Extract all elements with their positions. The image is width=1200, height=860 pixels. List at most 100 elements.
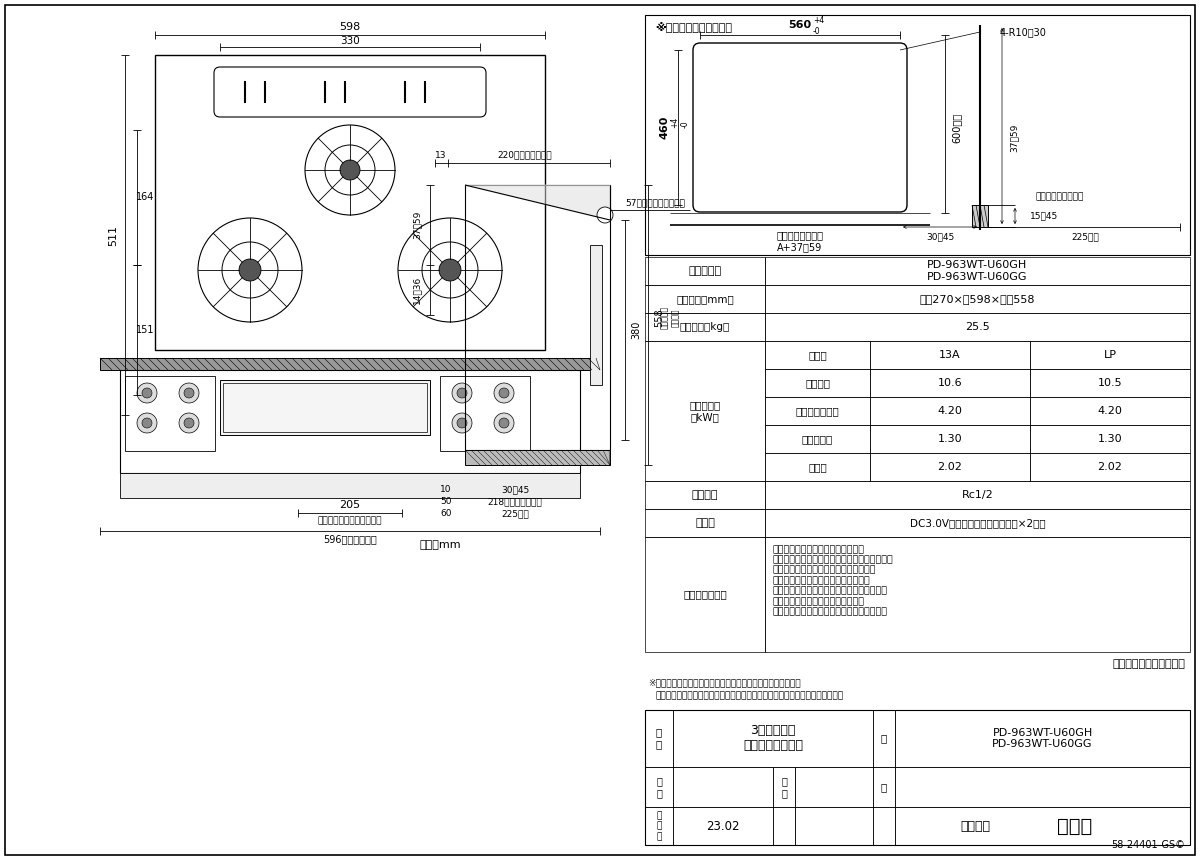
Bar <box>440 376 530 451</box>
Bar <box>466 450 610 465</box>
Text: 全点火時: 全点火時 <box>805 378 830 388</box>
Text: 型: 型 <box>881 734 887 743</box>
Bar <box>220 380 430 435</box>
Circle shape <box>499 418 509 428</box>
Bar <box>870 453 1030 481</box>
Bar <box>874 767 895 808</box>
Bar <box>646 285 766 313</box>
Bar <box>870 369 1030 397</box>
Bar <box>466 185 610 450</box>
Circle shape <box>184 388 194 398</box>
Bar <box>646 509 766 537</box>
Bar <box>646 15 1190 255</box>
Text: 30～45: 30～45 <box>500 486 529 494</box>
Text: 式: 式 <box>881 782 887 792</box>
Bar <box>796 767 874 808</box>
Text: Rc1/2: Rc1/2 <box>961 490 994 500</box>
Bar <box>646 481 766 509</box>
Text: +4
-0: +4 -0 <box>670 117 689 128</box>
Bar <box>673 808 773 845</box>
Text: 1.30: 1.30 <box>937 434 962 444</box>
Bar <box>673 767 773 808</box>
Text: 23.02: 23.02 <box>707 820 739 832</box>
Bar <box>870 341 1030 369</box>
Text: 更
新
日: 更 新 日 <box>656 811 661 841</box>
Circle shape <box>598 207 613 223</box>
Text: 2.02: 2.02 <box>1098 462 1122 472</box>
Circle shape <box>179 413 199 433</box>
Polygon shape <box>466 185 610 220</box>
Text: 598: 598 <box>340 22 361 32</box>
Circle shape <box>239 259 262 281</box>
Text: 380: 380 <box>631 321 641 339</box>
Text: ガス消費量
（kW）: ガス消費量 （kW） <box>689 400 721 421</box>
Text: 1.30: 1.30 <box>1098 434 1122 444</box>
Bar <box>766 397 870 425</box>
Bar <box>766 341 870 369</box>
Text: 安心・安全機能: 安心・安全機能 <box>683 589 727 599</box>
Text: 205: 205 <box>340 500 360 510</box>
Text: 立消え安全装置、消し忘れ消火機能
調理油過熱防止装置（天ぷら油過熱防止機能）
焦げつき消火機能、グリル過熱防止機能
異常過熱防止機能（早切れ防止機能）
火力切り: 立消え安全装置、消し忘れ消火機能 調理油過熱防止装置（天ぷら油過熱防止機能） 焦… <box>773 545 894 617</box>
Text: 3ログリル付
ビルトインコンロ: 3ログリル付 ビルトインコンロ <box>743 724 803 752</box>
Bar <box>646 710 673 767</box>
Bar <box>646 257 766 285</box>
Circle shape <box>137 383 157 403</box>
Bar <box>125 376 215 451</box>
Circle shape <box>340 160 360 180</box>
Text: 30～45: 30～45 <box>926 232 954 242</box>
Bar <box>646 710 1190 845</box>
Bar <box>1030 369 1190 397</box>
Text: 電　源: 電 源 <box>695 518 715 528</box>
Text: 37～59: 37～59 <box>1009 123 1019 151</box>
Circle shape <box>439 259 461 281</box>
Circle shape <box>452 413 472 433</box>
Text: 511: 511 <box>108 224 118 245</box>
Bar <box>646 808 673 845</box>
Bar <box>874 710 895 767</box>
Text: 50: 50 <box>440 497 451 507</box>
Text: 13: 13 <box>436 150 446 159</box>
Text: 質　量　（kg）: 質 量 （kg） <box>680 322 730 332</box>
Bar <box>590 245 602 385</box>
Bar <box>1030 341 1190 369</box>
Text: 218（グリル取手）: 218（グリル取手） <box>487 497 542 507</box>
Bar <box>100 358 600 370</box>
Text: （ガス下方
接続口）: （ガス下方 接続口） <box>660 306 679 329</box>
Circle shape <box>452 383 472 403</box>
Text: 151: 151 <box>136 325 155 335</box>
Bar <box>773 767 796 808</box>
Bar <box>766 285 1190 313</box>
Text: A+37～59: A+37～59 <box>778 242 823 252</box>
Text: 10: 10 <box>440 486 451 494</box>
Bar <box>155 55 545 350</box>
Text: 外形寸法（mm）: 外形寸法（mm） <box>676 294 734 304</box>
Circle shape <box>494 383 514 403</box>
Bar <box>766 453 870 481</box>
Text: 600以上: 600以上 <box>952 113 962 143</box>
Text: ※ワークトップ開口寸法: ※ワークトップ開口寸法 <box>655 22 732 33</box>
Text: 14～36: 14～36 <box>413 276 421 304</box>
Bar <box>646 767 673 808</box>
Bar <box>870 425 1030 453</box>
Bar <box>646 537 766 652</box>
Text: 小バーナー: 小バーナー <box>802 434 833 444</box>
Bar <box>223 383 427 432</box>
Text: 558: 558 <box>654 308 664 327</box>
Text: 164: 164 <box>136 193 154 202</box>
Text: 60: 60 <box>440 509 451 519</box>
Text: 高さ270×幅598×奥行558: 高さ270×幅598×奥行558 <box>919 294 1036 304</box>
Bar <box>874 808 895 845</box>
Text: 13A: 13A <box>940 350 961 360</box>
Text: 560: 560 <box>788 20 811 30</box>
Bar <box>766 313 1190 341</box>
Circle shape <box>494 413 514 433</box>
Bar <box>766 425 870 453</box>
Bar <box>646 313 766 341</box>
Text: 15～45: 15～45 <box>1030 212 1058 220</box>
Bar <box>796 808 874 845</box>
Circle shape <box>142 418 152 428</box>
Text: グリル: グリル <box>808 462 827 472</box>
Text: 強火カバーナー: 強火カバーナー <box>796 406 839 416</box>
Text: 4.20: 4.20 <box>1098 406 1122 416</box>
Text: ガス機器防火性能評定品: ガス機器防火性能評定品 <box>1112 659 1186 669</box>
